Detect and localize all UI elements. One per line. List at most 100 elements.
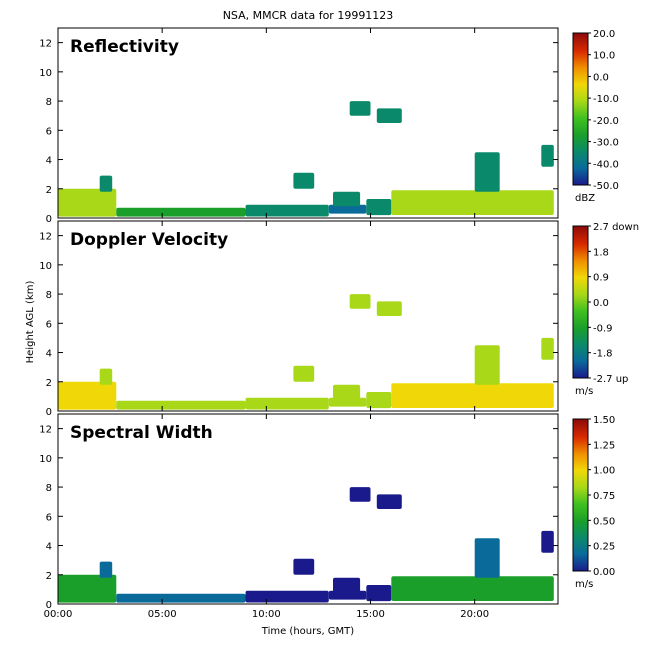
colorbar-tick-label: 0.00 bbox=[593, 567, 615, 578]
y-tick-label: 12 bbox=[39, 39, 52, 50]
echo-region-8 bbox=[333, 191, 361, 207]
y-tick-label: 6 bbox=[46, 319, 52, 330]
echo-region-12 bbox=[541, 337, 554, 360]
panel-2: 0 2 4 6 8 10 12 Doppler Velocity 2.7 down 1.8 0.9 0… bbox=[39, 220, 639, 418]
y-tick-label: 2 bbox=[46, 185, 52, 196]
y-tick-label: 2 bbox=[46, 378, 52, 389]
colorbar-tick-label: 0.75 bbox=[593, 491, 615, 502]
echo-region-4 bbox=[328, 397, 367, 407]
colorbar-tick-label: 20.0 bbox=[593, 29, 615, 40]
x-tick-label: 10:00 bbox=[252, 609, 281, 620]
echo-region-10 bbox=[376, 108, 402, 123]
colorbar-tick-label: -20.0 bbox=[593, 116, 619, 127]
echo-region-11 bbox=[474, 345, 500, 385]
echo-region-8 bbox=[333, 384, 361, 400]
colorbar-tick-label: 1.50 bbox=[593, 415, 615, 426]
echo-region-9 bbox=[349, 294, 371, 309]
x-tick-label: 00:00 bbox=[44, 609, 73, 620]
y-tick-label: 10 bbox=[39, 261, 52, 272]
y-tick-label: 4 bbox=[46, 349, 52, 360]
echo-region-6 bbox=[391, 576, 554, 601]
colorbar-tick-label: 1.25 bbox=[593, 440, 615, 451]
y-axis-label: Height AGL (km) bbox=[25, 281, 36, 364]
figure-title: NSA, MMCR data for 19991123 bbox=[223, 9, 394, 22]
x-tick-label: 20:00 bbox=[460, 609, 489, 620]
y-tick-label: 0 bbox=[46, 214, 52, 225]
echo-region-11 bbox=[474, 538, 500, 578]
colorbar-tick-label: 0.9 bbox=[593, 273, 609, 284]
colorbar-tick-label: 1.00 bbox=[593, 466, 615, 477]
echo-region-2 bbox=[116, 593, 246, 603]
y-tick-label: 10 bbox=[39, 454, 52, 465]
echo-region-7 bbox=[293, 558, 315, 575]
colorbar-tick-label: 0.0 bbox=[593, 72, 609, 83]
x-tick-label: 15:00 bbox=[356, 609, 385, 620]
echo-region-6 bbox=[391, 383, 554, 408]
colorbar bbox=[572, 225, 589, 379]
colorbar-tick-label: -50.0 bbox=[593, 181, 619, 192]
y-tick-label: 4 bbox=[46, 542, 52, 553]
x-tick-label: 05:00 bbox=[148, 609, 177, 620]
echo-region-4 bbox=[328, 204, 367, 214]
y-tick-label: 6 bbox=[46, 126, 52, 137]
panel-title: Doppler Velocity bbox=[70, 230, 228, 250]
echo-region-13 bbox=[99, 368, 113, 385]
echo-region-12 bbox=[541, 144, 554, 167]
panel-title: Spectral Width bbox=[70, 423, 213, 443]
colorbar-tick-label: 0.25 bbox=[593, 542, 615, 553]
echo-region-13 bbox=[99, 561, 113, 578]
colorbar bbox=[572, 32, 589, 186]
echo-region-3 bbox=[245, 397, 329, 410]
echo-region-1 bbox=[58, 188, 117, 217]
echo-region-10 bbox=[376, 301, 402, 316]
colorbar-tick-label: -0.9 bbox=[593, 323, 613, 334]
y-tick-label: 8 bbox=[46, 290, 52, 301]
plot-frame bbox=[57, 27, 559, 219]
colorbar-tick-label: 2.7 down bbox=[593, 222, 639, 233]
echo-region-9 bbox=[349, 101, 371, 116]
colorbar-tick-label: -2.7 up bbox=[593, 374, 628, 385]
panel-title: Reflectivity bbox=[70, 37, 179, 57]
y-tick-label: 0 bbox=[46, 600, 52, 611]
y-tick-label: 0 bbox=[46, 407, 52, 418]
echo-region-4 bbox=[328, 590, 367, 600]
colorbar-unit: m/s bbox=[575, 579, 593, 590]
y-tick-label: 6 bbox=[46, 512, 52, 523]
colorbar-tick-label: -40.0 bbox=[593, 159, 619, 170]
colorbar-tick-label: 0.0 bbox=[593, 298, 609, 309]
colorbar-tick-label: 1.8 bbox=[593, 247, 609, 258]
y-tick-label: 12 bbox=[39, 232, 52, 243]
colorbar-tick-label: -1.8 bbox=[593, 349, 613, 360]
echo-region-7 bbox=[293, 172, 315, 189]
echo-region-5 bbox=[366, 585, 392, 602]
echo-region-13 bbox=[99, 175, 113, 192]
colorbar-unit: dBZ bbox=[575, 193, 595, 204]
echo-region-3 bbox=[245, 204, 329, 217]
echo-region-5 bbox=[366, 392, 392, 409]
y-tick-label: 4 bbox=[46, 156, 52, 167]
colorbar-tick-label: 10.0 bbox=[593, 51, 615, 62]
colorbar bbox=[572, 418, 589, 572]
echo-region-7 bbox=[293, 365, 315, 382]
echo-region-1 bbox=[58, 574, 117, 603]
plot-frame bbox=[57, 220, 559, 412]
echo-region-2 bbox=[116, 207, 246, 217]
echo-region-3 bbox=[245, 590, 329, 603]
echo-region-12 bbox=[541, 530, 554, 553]
plot-frame bbox=[57, 413, 559, 605]
y-tick-label: 2 bbox=[46, 571, 52, 582]
echo-region-2 bbox=[116, 400, 246, 410]
panel-3: 0 2 4 6 8 10 12 00:00 05:00 10:00 15:00 20:00 Spectr… bbox=[39, 413, 615, 620]
y-tick-label: 10 bbox=[39, 68, 52, 79]
echo-region-11 bbox=[474, 152, 500, 192]
echo-region-6 bbox=[391, 190, 554, 215]
x-axis-label: Time (hours, GMT) bbox=[261, 626, 355, 637]
colorbar-tick-label: 0.50 bbox=[593, 516, 615, 527]
colorbar-tick-label: -30.0 bbox=[593, 138, 619, 149]
y-tick-label: 12 bbox=[39, 425, 52, 436]
panel-1: 0 2 4 6 8 10 12 Reflectivity 20.0 10.0 0.0 -10.0 -20… bbox=[39, 27, 619, 225]
echo-region-5 bbox=[366, 199, 392, 216]
echo-region-1 bbox=[58, 381, 117, 410]
